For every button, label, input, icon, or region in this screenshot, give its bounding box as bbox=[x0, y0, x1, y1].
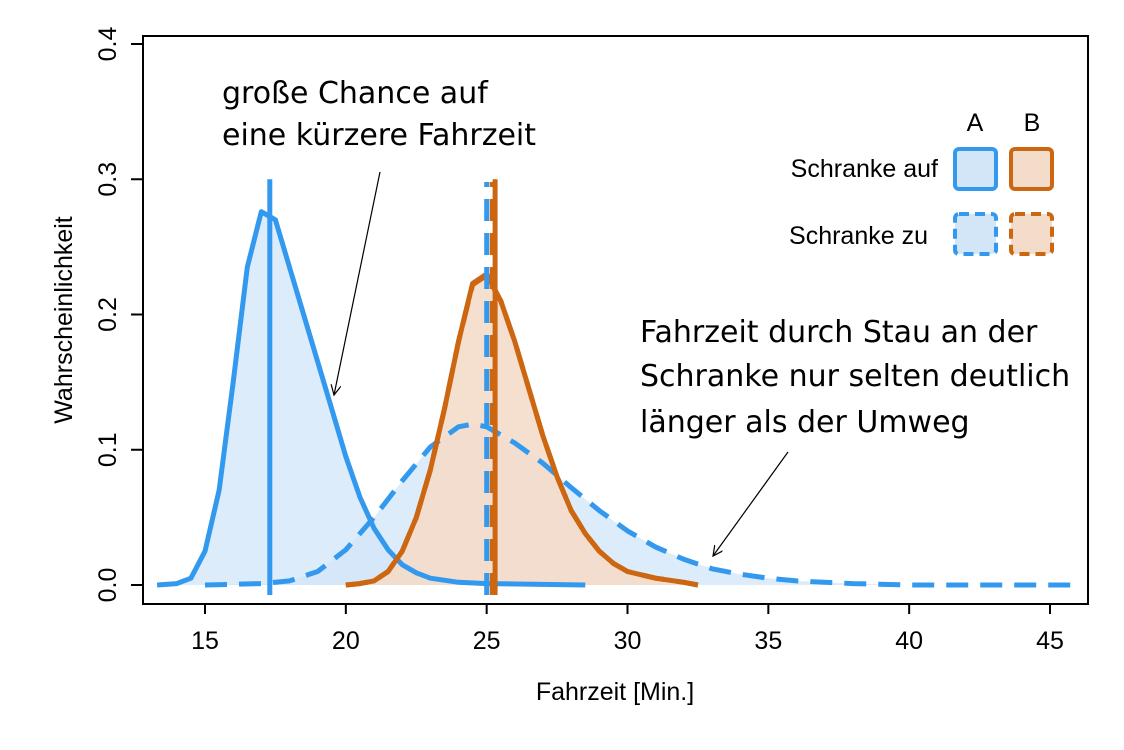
y-axis: 0.0 0.1 0.2 0.3 0.4 bbox=[94, 27, 143, 603]
x-tick-label: 40 bbox=[895, 627, 923, 655]
density-lines bbox=[156, 209, 1079, 588]
annotation-short-arrow bbox=[334, 171, 381, 395]
annotation-short-travel: große Chance auf eine kürzere Fahrzeit bbox=[222, 76, 536, 395]
legend-label-schranke-zu: Schranke zu bbox=[789, 222, 928, 250]
plot-frame bbox=[142, 35, 1089, 605]
legend-header-a: A bbox=[967, 109, 984, 137]
series-b-auf-area bbox=[345, 273, 698, 585]
x-tick-label: 25 bbox=[473, 627, 501, 655]
annotation-congestion-arrow bbox=[713, 451, 789, 556]
y-tick-label: 0.2 bbox=[94, 297, 122, 332]
y-axis-title: Wahrscheinlichkeit bbox=[50, 216, 78, 424]
x-tick-label: 35 bbox=[754, 627, 782, 655]
series-a-auf-area bbox=[157, 211, 586, 585]
series-a-zu-line bbox=[204, 421, 1079, 588]
annotation-short-line-2: eine kürzere Fahrzeit bbox=[222, 118, 536, 153]
annotation-congestion-line-2: Schranke nur selten deutlich bbox=[640, 359, 1070, 394]
series-a-auf-line bbox=[156, 209, 586, 588]
annotation-congestion-line-1: Fahrzeit durch Stau an der bbox=[640, 315, 1038, 350]
legend-swatch-b-auf bbox=[1009, 147, 1054, 191]
legend: A B Schranke auf Schranke zu bbox=[789, 109, 1054, 256]
legend-swatch-a-auf bbox=[953, 147, 998, 191]
legend-header-b: B bbox=[1024, 109, 1041, 137]
x-tick-label: 30 bbox=[614, 627, 642, 655]
legend-swatch-b-zu bbox=[1009, 212, 1054, 256]
x-axis: 15 20 25 30 35 40 45 bbox=[191, 604, 1064, 655]
density-areas bbox=[157, 211, 1079, 585]
annotation-congestion: Fahrzeit durch Stau an der Schranke nur … bbox=[640, 315, 1070, 556]
annotation-congestion-line-3: länger als der Umweg bbox=[640, 405, 970, 440]
y-tick-label: 0.0 bbox=[94, 568, 122, 603]
x-tick-label: 15 bbox=[191, 627, 219, 655]
y-tick-label: 0.1 bbox=[94, 432, 122, 467]
series-b-auf-line bbox=[345, 271, 699, 588]
median-lines bbox=[267, 179, 498, 595]
annotation-short-line-1: große Chance auf bbox=[222, 76, 489, 111]
x-tick-label: 45 bbox=[1036, 627, 1064, 655]
x-tick-label: 20 bbox=[332, 627, 360, 655]
y-tick-label: 0.4 bbox=[94, 27, 122, 62]
legend-swatch-a-zu bbox=[953, 212, 998, 256]
legend-label-schranke-auf: Schranke auf bbox=[791, 155, 938, 183]
x-axis-title: Fahrzeit [Min.] bbox=[536, 678, 694, 706]
y-tick-label: 0.3 bbox=[94, 162, 122, 197]
